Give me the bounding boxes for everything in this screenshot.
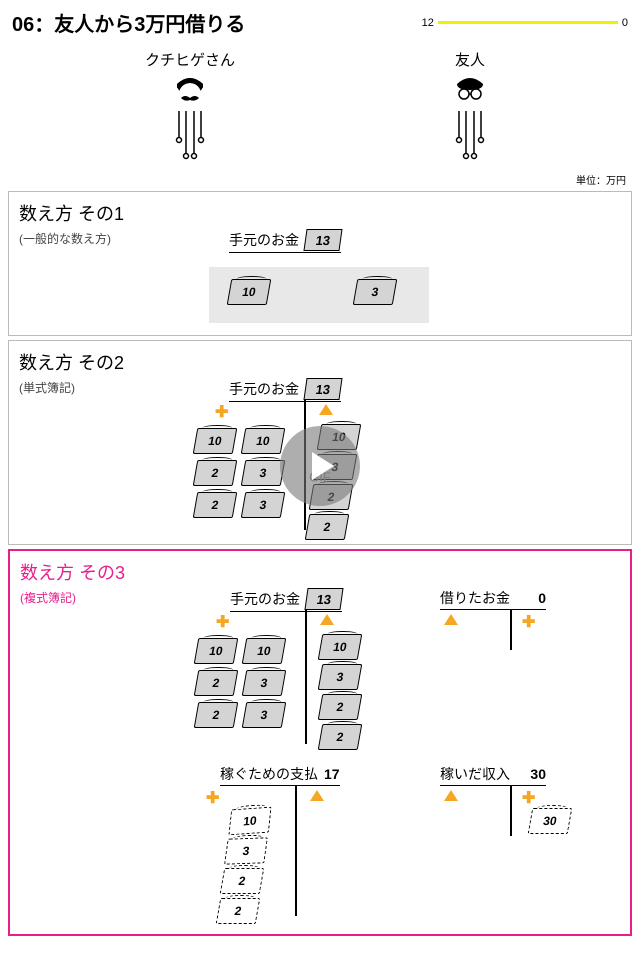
money-note-dash: 3 <box>224 837 268 864</box>
money-note: 10 <box>193 428 238 454</box>
money-note: 10 <box>241 428 286 454</box>
plus-icon: ✚ <box>206 788 219 808</box>
triangle-icon <box>444 614 458 625</box>
money-note: 3 <box>242 702 287 728</box>
money-note: 2 <box>318 724 363 750</box>
sec3-acc1: 手元のお金 13 <box>230 588 342 612</box>
mustache-icon <box>165 76 215 166</box>
money-note: 2 <box>193 492 238 518</box>
unit-label: 単位：万円 <box>0 172 640 187</box>
glasses-icon <box>445 76 495 166</box>
money-note: 3 <box>318 664 363 690</box>
sec3-acc4: 稼いだ収入 30 <box>440 764 546 786</box>
sec3-acc1-val: 13 <box>304 588 343 610</box>
money-note: 3 <box>353 279 398 305</box>
t-divider <box>510 786 512 836</box>
money-note: 10 <box>242 638 287 664</box>
scale-left: 12 <box>422 17 434 29</box>
play-button[interactable] <box>280 426 360 506</box>
triangle-icon <box>320 614 334 625</box>
sec3-acc2-val: 0 <box>516 590 546 606</box>
sec3-acc4-val: 30 <box>516 766 546 782</box>
money-note-dash: 10 <box>228 807 271 836</box>
money-note: 10 <box>227 279 272 305</box>
money-note: 2 <box>194 670 239 696</box>
sec3-acc1-label: 手元のお金 <box>230 589 300 609</box>
t-divider <box>510 610 512 650</box>
money-note: 2 <box>318 694 363 720</box>
money-note-dash: 2 <box>216 898 261 924</box>
money-note: 2 <box>193 460 238 486</box>
sec1-acc-val: 13 <box>303 229 342 251</box>
money-note: 3 <box>241 460 286 486</box>
money-note: 3 <box>242 670 287 696</box>
sec1-acc-label: 手元のお金 <box>229 230 299 250</box>
sec2-account: 手元のお金 13 <box>229 378 341 402</box>
section-3: 数え方 その3 (複式簿記) 手元のお金 13 ✚ 10 10 2 3 2 3 … <box>8 549 632 936</box>
person-2: 友人 <box>445 49 495 166</box>
triangle-icon <box>310 790 324 801</box>
money-note: 10 <box>318 634 363 660</box>
sec2-acc-val: 13 <box>303 378 342 400</box>
sec2-title: 数え方 その2 <box>19 349 124 375</box>
plus-icon: ✚ <box>215 402 228 422</box>
money-note-dash: 30 <box>528 808 573 834</box>
section-2[interactable]: 数え方 その2 (単式簿記) 手元のお金 13 ✚ 10 10 2 3 2 3 … <box>8 340 632 545</box>
t-divider <box>295 786 297 916</box>
money-note: 3 <box>241 492 286 518</box>
plus-icon: ✚ <box>216 612 229 632</box>
plus-icon: ✚ <box>522 788 535 808</box>
money-note-dash: 2 <box>220 868 265 894</box>
money-note: 10 <box>194 638 239 664</box>
triangle-icon <box>319 404 333 415</box>
section-1: 数え方 その1 (一般的な数え方) 手元のお金 13 10 3 <box>8 191 632 336</box>
sec2-acc-label: 手元のお金 <box>229 379 299 399</box>
triangle-icon <box>444 790 458 801</box>
sec3-acc3: 稼ぐための支払 17 <box>220 764 340 786</box>
sec1-title: 数え方 その1 <box>19 200 124 226</box>
sec3-acc3-label: 稼ぐための支払 <box>220 764 318 784</box>
person-2-label: 友人 <box>445 49 495 70</box>
scale: 12 0 <box>422 17 628 29</box>
money-note: 2 <box>194 702 239 728</box>
sec3-acc2-label: 借りたお金 <box>440 588 510 608</box>
t-divider <box>305 610 307 744</box>
sec3-acc2: 借りたお金 0 <box>440 588 546 610</box>
page-title: 06：友人から3万円借りる <box>12 8 245 37</box>
sec3-acc4-label: 稼いだ収入 <box>440 764 510 784</box>
scale-right: 0 <box>622 17 628 29</box>
sec3-acc3-val: 17 <box>324 766 340 782</box>
sec1-account: 手元のお金 13 <box>229 229 341 253</box>
person-1: クチヒゲさん <box>145 49 235 166</box>
plus-icon: ✚ <box>522 612 535 632</box>
sec3-title: 数え方 その3 <box>20 559 125 585</box>
money-note: 2 <box>305 514 350 540</box>
scale-bar <box>438 21 618 24</box>
person-1-label: クチヒゲさん <box>145 49 235 70</box>
